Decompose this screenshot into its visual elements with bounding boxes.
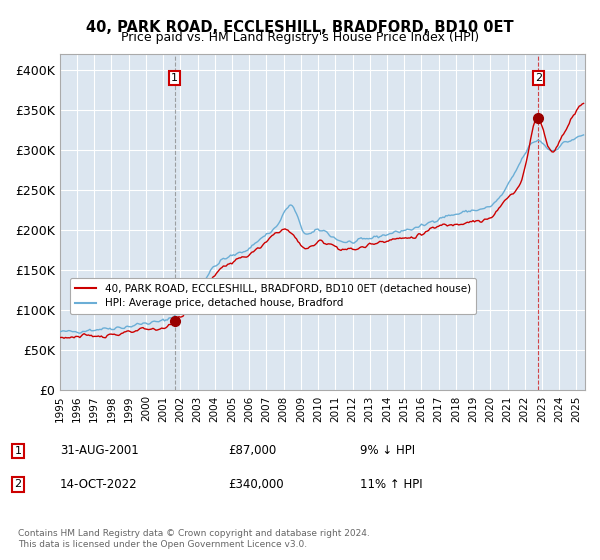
Text: Price paid vs. HM Land Registry's House Price Index (HPI): Price paid vs. HM Land Registry's House … xyxy=(121,31,479,44)
Legend: 40, PARK ROAD, ECCLESHILL, BRADFORD, BD10 0ET (detached house), HPI: Average pri: 40, PARK ROAD, ECCLESHILL, BRADFORD, BD1… xyxy=(70,278,476,314)
Text: 31-AUG-2001: 31-AUG-2001 xyxy=(60,444,139,458)
Text: £87,000: £87,000 xyxy=(228,444,276,458)
Text: 9% ↓ HPI: 9% ↓ HPI xyxy=(360,444,415,458)
Text: 2: 2 xyxy=(535,73,542,83)
Text: 2: 2 xyxy=(14,479,22,489)
Text: 14-OCT-2022: 14-OCT-2022 xyxy=(60,478,137,491)
Text: 40, PARK ROAD, ECCLESHILL, BRADFORD, BD10 0ET: 40, PARK ROAD, ECCLESHILL, BRADFORD, BD1… xyxy=(86,20,514,35)
Text: 11% ↑ HPI: 11% ↑ HPI xyxy=(360,478,422,491)
Text: 1: 1 xyxy=(171,73,178,83)
Text: Contains HM Land Registry data © Crown copyright and database right 2024.
This d: Contains HM Land Registry data © Crown c… xyxy=(18,529,370,549)
Text: 1: 1 xyxy=(14,446,22,456)
Text: £340,000: £340,000 xyxy=(228,478,284,491)
